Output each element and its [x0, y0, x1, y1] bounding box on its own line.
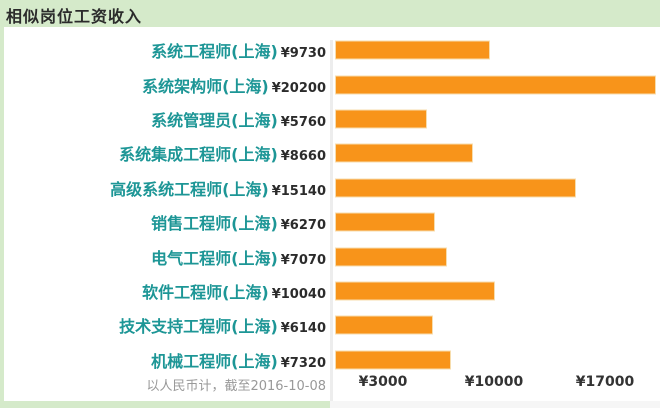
job-name-link[interactable]: 高级系统工程师(上海)	[110, 179, 269, 199]
chart-row: 系统管理员(上海) ¥5760	[4, 102, 660, 136]
salary-value: ¥10040	[271, 286, 326, 302]
salary-bar	[335, 247, 447, 267]
bar-cell	[330, 171, 660, 205]
salary-bar	[335, 40, 490, 60]
salary-bar	[335, 143, 473, 163]
y-axis-line	[330, 40, 333, 408]
job-name-link[interactable]: 系统管理员(上海)	[151, 110, 278, 130]
bar-cell	[330, 274, 660, 308]
bar-cell	[330, 239, 660, 273]
bar-cell	[330, 102, 660, 136]
salary-value: ¥9730	[280, 46, 326, 62]
bar-cell	[330, 308, 660, 342]
row-label: 系统集成工程师(上海) ¥8660	[4, 141, 330, 165]
chart-row: 销售工程师(上海) ¥6270	[4, 205, 660, 239]
salary-value: ¥20200	[271, 80, 326, 96]
bar-cell	[330, 67, 660, 101]
chart-row: 机械工程师(上海) ¥7320	[4, 343, 660, 377]
job-name-link[interactable]: 系统工程师(上海)	[151, 42, 278, 62]
salary-value: ¥6270	[280, 218, 326, 234]
chart-row: 高级系统工程师(上海) ¥15140	[4, 171, 660, 205]
chart-row: 技术支持工程师(上海) ¥6140	[4, 308, 660, 342]
row-label: 机械工程师(上海) ¥7320	[4, 348, 330, 372]
salary-bar	[335, 109, 427, 129]
salary-bar	[335, 178, 576, 198]
chart-panel: 系统工程师(上海) ¥9730 系统架构师(上海) ¥20200 系统管理员(上海) ¥5…	[4, 27, 660, 408]
chart-row: 系统集成工程师(上海) ¥8660	[4, 136, 660, 170]
salary-bar	[335, 281, 495, 301]
bar-cell	[330, 205, 660, 239]
row-label: 系统架构师(上海) ¥20200	[4, 73, 330, 97]
chart-row: 系统架构师(上海) ¥20200	[4, 67, 660, 101]
salary-bar	[335, 75, 656, 95]
salary-value: ¥7070	[280, 252, 326, 268]
footer-note: 以人民币计，截至2016-10-08	[146, 379, 326, 394]
job-name-link[interactable]: 软件工程师(上海)	[142, 282, 269, 302]
chart-row: 系统工程师(上海) ¥9730	[4, 33, 660, 67]
row-label: 软件工程师(上海) ¥10040	[4, 279, 330, 303]
row-label: 系统工程师(上海) ¥9730	[4, 38, 330, 62]
x-axis-tick-label: ¥17000	[575, 374, 635, 390]
job-name-link[interactable]: 系统架构师(上海)	[142, 76, 269, 96]
salary-value: ¥5760	[280, 114, 326, 130]
bar-cell	[330, 136, 660, 170]
bar-cell	[330, 33, 660, 67]
job-name-link[interactable]: 机械工程师(上海)	[151, 351, 278, 371]
widget-title: 相似岗位工资收入	[6, 7, 143, 26]
salary-value: ¥8660	[280, 149, 326, 165]
x-axis-tick-label: ¥10000	[464, 374, 524, 390]
row-label: 电气工程师(上海) ¥7070	[4, 245, 330, 269]
salary-value: ¥7320	[280, 355, 326, 371]
salary-bar	[335, 315, 433, 335]
row-label: 系统管理员(上海) ¥5760	[4, 107, 330, 131]
axis-area-extension	[330, 401, 660, 408]
bar-chart-rows: 系统工程师(上海) ¥9730 系统架构师(上海) ¥20200 系统管理员(上海) ¥5…	[4, 33, 660, 377]
row-label: 销售工程师(上海) ¥6270	[4, 210, 330, 234]
job-name-link[interactable]: 电气工程师(上海)	[151, 248, 278, 268]
salary-value: ¥15140	[271, 183, 326, 199]
salary-bar	[335, 350, 451, 370]
job-name-link[interactable]: 系统集成工程师(上海)	[119, 145, 278, 165]
salary-value: ¥6140	[280, 321, 326, 337]
job-name-link[interactable]: 技术支持工程师(上海)	[119, 317, 278, 337]
x-axis-tick-label: ¥3000	[358, 374, 408, 390]
row-label: 高级系统工程师(上海) ¥15140	[4, 176, 330, 200]
chart-row: 软件工程师(上海) ¥10040	[4, 274, 660, 308]
bar-cell	[330, 343, 660, 377]
row-label: 技术支持工程师(上海) ¥6140	[4, 313, 330, 337]
chart-row: 电气工程师(上海) ¥7070	[4, 239, 660, 273]
job-name-link[interactable]: 销售工程师(上海)	[151, 214, 278, 234]
salary-bar	[335, 212, 435, 232]
x-axis-labels: ¥3000 ¥10000 ¥17000	[4, 374, 660, 394]
